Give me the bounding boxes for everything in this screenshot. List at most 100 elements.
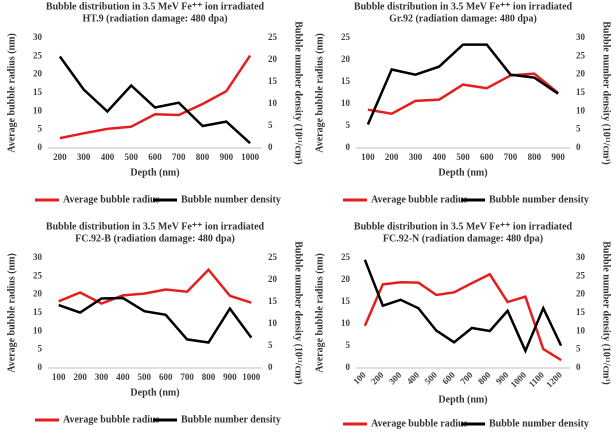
chart-title: HT.9 (radiation damage: 480 dpa)	[82, 13, 227, 24]
x-tick-label: 600	[480, 152, 494, 162]
x-tick-label: 600	[159, 372, 173, 382]
legend-label: Average bubble radius	[371, 418, 468, 429]
series-line	[58, 55, 251, 145]
y-tick-label: 25	[341, 32, 351, 42]
y-tick-label: 0	[346, 362, 351, 372]
legend-label: Average bubble radius	[63, 194, 160, 205]
legend-label: Average bubble radius	[371, 194, 468, 205]
y2-axis-label: Bubble number density (10¹¹/cm³)	[601, 241, 612, 385]
x-tick-label: 300	[387, 369, 404, 386]
y-tick-label: 10	[33, 325, 43, 335]
y-tick-label: 20	[33, 69, 43, 79]
panel: Bubble distribution in 3.5 MeV Fe⁺⁺ ion …	[314, 1, 611, 205]
chart-title: Bubble distribution in 3.5 MeV Fe⁺⁺ ion …	[354, 1, 573, 12]
y2-tick-label: 10	[268, 98, 278, 108]
y2-tick-label: 25	[576, 270, 586, 280]
y2-tick-label: 0	[268, 362, 273, 372]
x-tick-label: 600	[440, 369, 457, 386]
x-tick-label: 400	[101, 152, 115, 162]
y2-tick-label: 15	[268, 76, 278, 86]
x-tick-label: 500	[124, 152, 138, 162]
x-tick-label: 800	[196, 152, 210, 162]
y-tick-label: 15	[341, 76, 351, 86]
chart-title: Bubble distribution in 3.5 MeV Fe⁺⁺ ion …	[46, 1, 265, 12]
x-tick-label: 800	[528, 152, 542, 162]
series-line	[366, 43, 559, 125]
y-axis-label: Average bubble radius (nm)	[6, 33, 17, 153]
y2-tick-label: 10	[268, 318, 278, 328]
x-tick-label: 600	[148, 152, 162, 162]
y-tick-label: 15	[33, 87, 43, 97]
y2-tick-label: 20	[268, 54, 278, 64]
y2-tick-label: 15	[576, 87, 586, 97]
x-tick-label: 700	[504, 152, 518, 162]
y-tick-label: 20	[341, 54, 351, 64]
x-tick-label: 800	[476, 369, 493, 386]
chart-title: Bubble distribution in 3.5 MeV Fe⁺⁺ ion …	[354, 221, 573, 232]
y-tick-label: 5	[346, 120, 351, 130]
chart-title: Gr.92 (radiation damage: 480 dpa)	[389, 13, 537, 24]
x-tick-label: 100	[351, 369, 368, 386]
series-line	[59, 54, 252, 140]
y-tick-label: 10	[341, 98, 351, 108]
x-axis-label: Depth (nm)	[130, 167, 179, 178]
y2-tick-label: 5	[268, 120, 273, 130]
y-tick-label: 5	[38, 344, 43, 354]
y-axis-label: Average bubble radius (nm)	[6, 253, 17, 373]
series-line	[363, 259, 563, 354]
x-tick-label: 100	[52, 372, 66, 382]
y2-tick-label: 20	[268, 274, 278, 284]
series-line	[363, 272, 562, 362]
y2-tick-label: 25	[268, 32, 278, 42]
y-axis-label: Average bubble radius (nm)	[314, 253, 325, 373]
y2-tick-label: 30	[576, 252, 586, 262]
x-tick-label: 300	[95, 372, 109, 382]
x-tick-label: 200	[385, 152, 399, 162]
x-tick-label: 900	[223, 372, 237, 382]
x-tick-label: 900	[551, 152, 565, 162]
x-tick-label: 700	[180, 372, 194, 382]
y2-tick-label: 15	[268, 296, 278, 306]
y2-tick-label: 25	[576, 50, 586, 60]
y-tick-label: 0	[38, 142, 43, 152]
y2-tick-label: 20	[576, 69, 586, 79]
y2-tick-label: 30	[576, 32, 586, 42]
series-line	[367, 72, 559, 116]
y-tick-label: 20	[33, 289, 43, 299]
x-tick-label: 400	[116, 372, 130, 382]
y-tick-label: 10	[341, 318, 351, 328]
legend-label: Bubble number density	[489, 194, 589, 205]
x-tick-label: 1000	[242, 372, 261, 382]
y-tick-label: 15	[341, 296, 351, 306]
y2-tick-label: 0	[576, 142, 581, 152]
y2-axis-label: Bubble number density (10¹¹/cm³)	[601, 21, 612, 165]
x-tick-label: 1100	[527, 369, 547, 389]
x-tick-label: 500	[423, 369, 440, 386]
x-tick-label: 400	[432, 152, 446, 162]
y2-tick-label: 10	[576, 325, 586, 335]
y-tick-label: 10	[33, 105, 43, 115]
y-tick-label: 25	[33, 50, 43, 60]
y2-tick-label: 5	[268, 340, 273, 350]
x-tick-label: 300	[77, 152, 91, 162]
x-tick-label: 500	[456, 152, 470, 162]
series-line	[58, 267, 252, 305]
x-tick-label: 200	[73, 372, 87, 382]
y2-tick-label: 5	[576, 124, 581, 134]
y2-tick-label: 10	[576, 105, 586, 115]
panel: Bubble distribution in 3.5 MeV Fe⁺⁺ ion …	[314, 221, 611, 429]
x-axis-label: Depth (nm)	[130, 387, 179, 398]
x-tick-label: 800	[202, 372, 216, 382]
legend-label: Average bubble radius	[63, 414, 160, 425]
y-tick-label: 5	[38, 124, 43, 134]
x-tick-label: 1000	[241, 152, 260, 162]
panel: Bubble distribution in 3.5 MeV Fe⁺⁺ ion …	[6, 221, 303, 425]
y2-tick-label: 0	[268, 142, 273, 152]
x-axis-label: Depth (nm)	[438, 394, 487, 405]
y2-tick-label: 0	[576, 362, 581, 372]
y-tick-label: 20	[341, 274, 351, 284]
x-tick-label: 900	[220, 152, 234, 162]
x-tick-label: 400	[405, 369, 422, 386]
x-tick-label: 500	[138, 372, 152, 382]
